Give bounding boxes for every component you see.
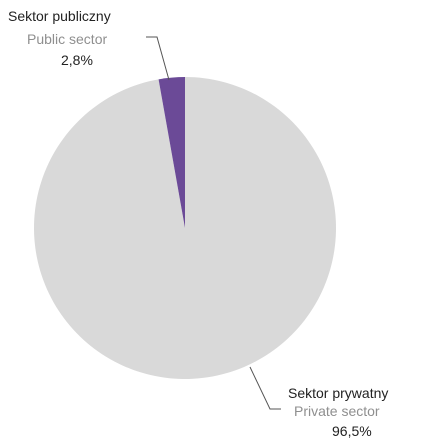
- label-public-value: 2,8%: [61, 52, 93, 68]
- label-private-pl: Sektor prywatny: [288, 385, 389, 401]
- leader-line-public: [146, 36, 170, 81]
- slice-public-sector: [158, 77, 185, 228]
- label-public-pl: Sektor publiczny: [8, 8, 111, 24]
- label-private-en: Private sector: [294, 403, 380, 419]
- label-public-en: Public sector: [27, 31, 108, 47]
- label-private-value: 96,5%: [332, 423, 372, 439]
- leader-line-private: [249, 366, 281, 410]
